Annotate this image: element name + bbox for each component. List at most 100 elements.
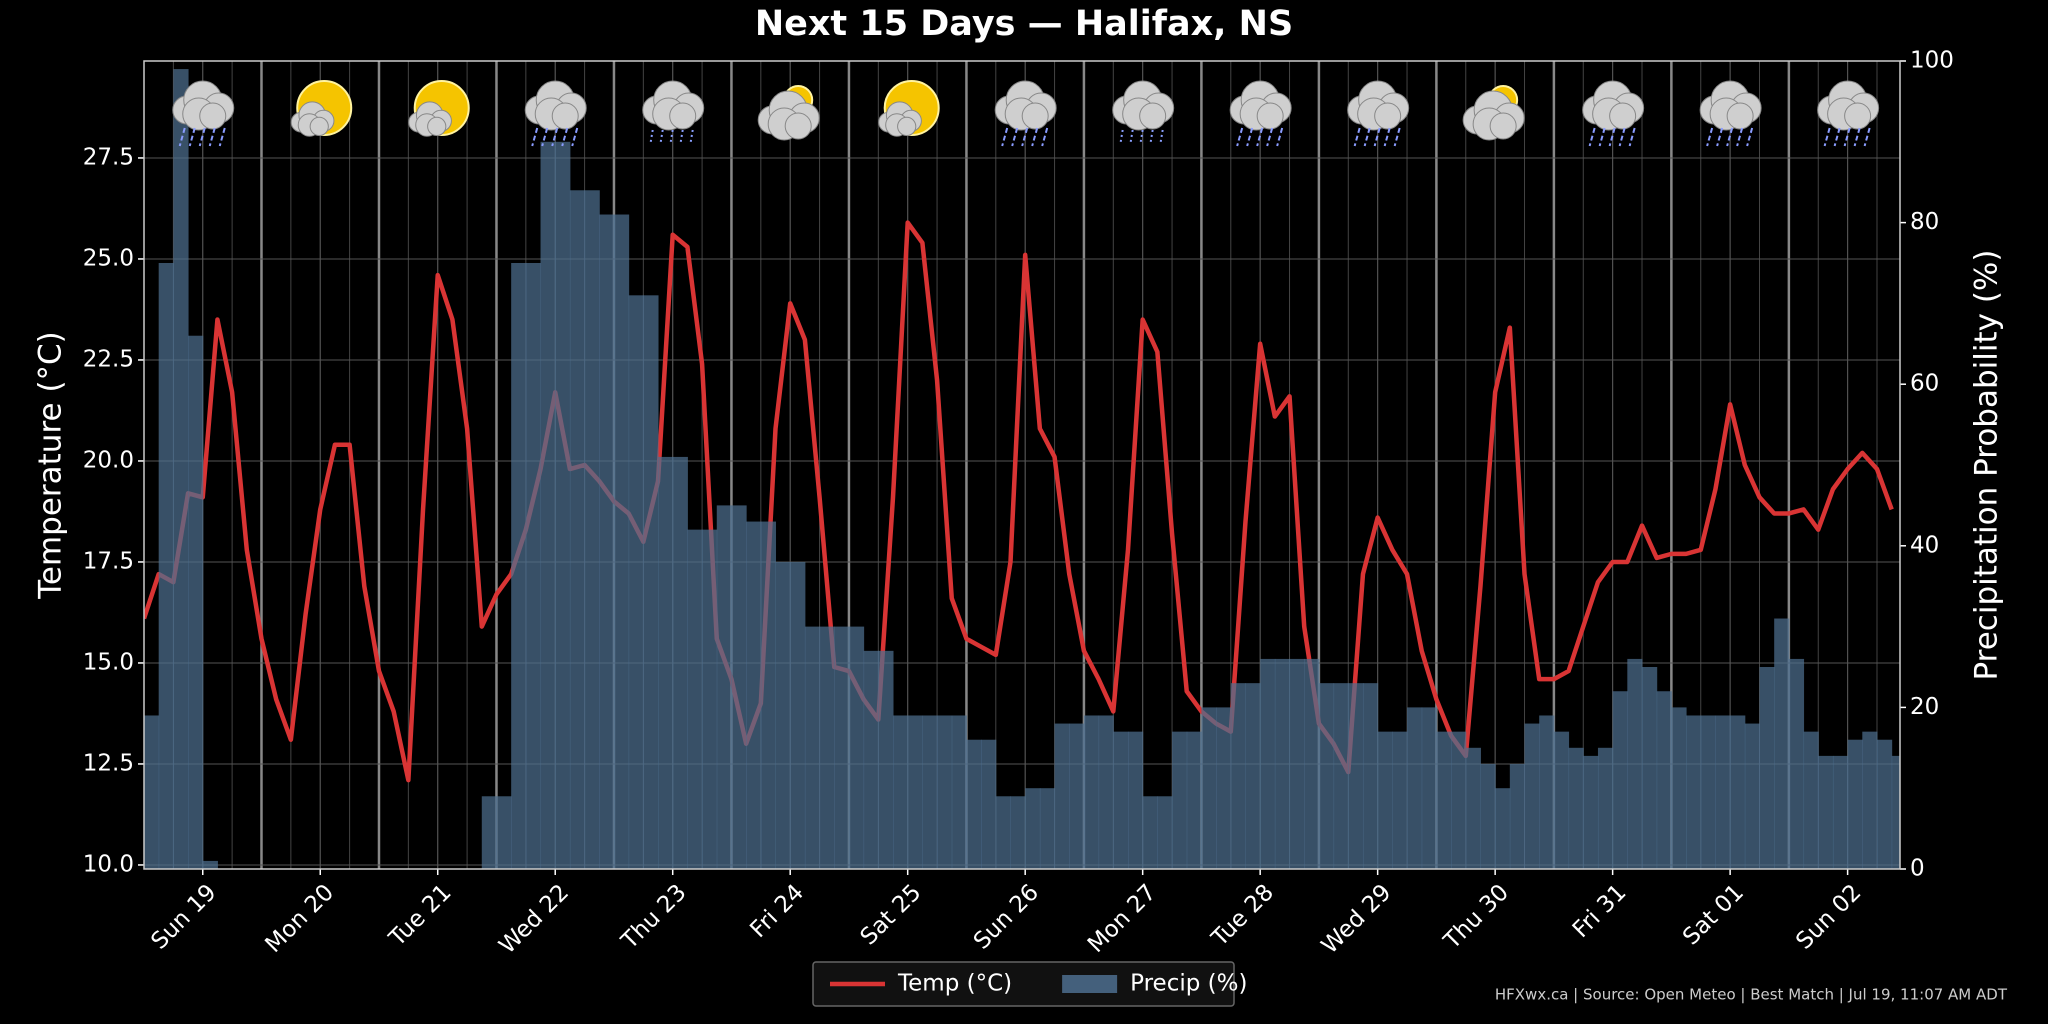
precip-bar	[555, 141, 571, 869]
precip-bar	[1642, 667, 1658, 869]
rain	[198, 127, 206, 147]
y-tick-label: 20.0	[83, 447, 134, 473]
precip-bar	[1142, 796, 1158, 869]
rain	[1736, 127, 1744, 147]
weather-icon	[994, 80, 1057, 147]
rain	[571, 127, 579, 147]
precip-bar	[1333, 683, 1349, 869]
y2-axis-label: Precipitation Probability (%)	[1969, 250, 2005, 681]
rain	[1021, 127, 1029, 147]
precip-bar	[1127, 731, 1144, 869]
rain	[1236, 127, 1244, 147]
precip-bar	[1465, 747, 1481, 869]
precip-bar	[1568, 747, 1584, 869]
precip-bar	[878, 650, 894, 869]
precip-bar	[1083, 715, 1100, 869]
precip-bar	[643, 295, 659, 869]
precip-bar	[1627, 658, 1643, 869]
drizzle	[1159, 129, 1164, 143]
drizzle	[649, 129, 654, 143]
y-tick-label: 10.0	[83, 851, 134, 877]
weather-icon	[757, 85, 820, 141]
rain	[1246, 127, 1254, 147]
legend-label: Precip (%)	[1130, 971, 1247, 997]
weather-icon	[1582, 80, 1645, 147]
cloud-puff	[199, 102, 227, 130]
precip-bar	[1025, 788, 1041, 869]
precip-bar	[628, 295, 644, 869]
drizzle	[1119, 129, 1124, 143]
legend-box	[812, 961, 1235, 1007]
cloud-puff	[309, 116, 329, 137]
precip-bar	[540, 141, 556, 869]
precip-bar	[687, 529, 703, 869]
precip-bar	[481, 796, 497, 869]
rain	[561, 127, 569, 147]
precip-bar	[1480, 763, 1496, 869]
rain	[1706, 127, 1714, 147]
precip-bar	[1686, 715, 1702, 869]
precip-bar	[1436, 731, 1452, 869]
rain	[1276, 127, 1284, 147]
precip-bar	[511, 263, 527, 869]
precip-bar	[1421, 707, 1437, 869]
precip-bar	[760, 521, 777, 869]
legend-swatch	[1062, 975, 1118, 993]
rain	[1853, 127, 1861, 147]
precip-bar	[937, 715, 953, 869]
rain	[218, 127, 226, 147]
weather-icon	[1699, 80, 1762, 147]
precip-bar	[1113, 731, 1129, 869]
drizzle	[1129, 129, 1134, 143]
precip-bar	[1362, 683, 1379, 869]
precip-bar	[1656, 691, 1672, 869]
y2-tick-label: 80	[1910, 209, 1939, 235]
rain	[178, 127, 186, 147]
precip-bar	[1157, 796, 1173, 869]
precip-bar	[863, 650, 879, 869]
weather-icon	[524, 80, 587, 147]
precip-bar	[981, 739, 997, 869]
precip-bar	[1186, 731, 1202, 869]
precip-bar	[1348, 683, 1364, 869]
precip-bar	[746, 521, 762, 869]
y2-tick-label: 60	[1910, 371, 1939, 397]
y2-tick-label: 40	[1910, 532, 1939, 558]
precip-bar	[1818, 755, 1834, 869]
precip-bar	[525, 263, 542, 869]
precip-bar	[158, 263, 174, 869]
precip-bar	[1172, 731, 1188, 869]
precip-bar	[1788, 658, 1805, 869]
y-tick-label: 25.0	[83, 245, 134, 271]
precip-bar	[1289, 658, 1305, 869]
precip-bar	[658, 456, 674, 869]
precip-bar	[1054, 723, 1070, 869]
rain	[541, 127, 549, 147]
precip-bar	[1539, 715, 1555, 869]
y-tick-label: 12.5	[83, 750, 134, 776]
precip-bar	[1730, 715, 1746, 869]
y-tick-label: 27.5	[83, 144, 134, 170]
cloud-puff	[551, 102, 579, 130]
cloud-puff	[1609, 102, 1637, 130]
cloud-puff	[1374, 102, 1402, 130]
weather-icon	[642, 80, 705, 143]
drizzle	[1139, 129, 1144, 143]
cloud-puff	[1489, 112, 1517, 140]
precip-bar	[173, 69, 189, 869]
precip-bar	[1230, 683, 1246, 869]
precip-bar	[907, 715, 923, 869]
legend: Temp (°C) Precip (%)	[812, 961, 1247, 1007]
precip-bar	[1495, 788, 1511, 869]
precip-bar	[672, 456, 688, 869]
rain	[1863, 127, 1871, 147]
weather-icon	[1112, 80, 1175, 143]
precip-bar	[1010, 796, 1026, 869]
precip-bar	[716, 505, 732, 869]
precip-bar	[1245, 683, 1261, 869]
precip-bar	[1274, 658, 1291, 869]
precip-bar	[144, 715, 160, 869]
precip-bar	[1891, 755, 1900, 869]
rain	[1001, 127, 1009, 147]
